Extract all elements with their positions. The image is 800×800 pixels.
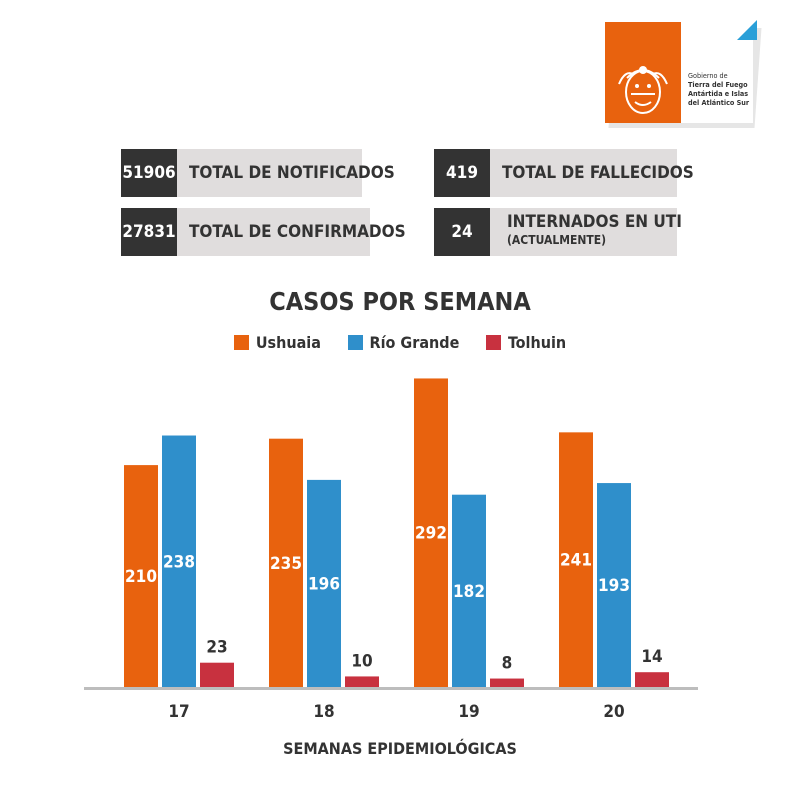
- stat-label: TOTAL DE NOTIFICADOS: [177, 149, 395, 197]
- bar-ushuaia-19: [414, 378, 448, 687]
- data-label-tolhuin-18: 10: [351, 651, 372, 671]
- data-label-ushuaia-19: 292: [415, 524, 447, 544]
- bar-tolhuin-17: [200, 662, 234, 687]
- logo-line-3: Antártida e Islas: [688, 89, 749, 98]
- x-tick-label-17: 17: [168, 702, 189, 722]
- legend-item-ushuaia: Ushuaia: [233, 333, 321, 352]
- stat-label: INTERNADOS EN UTI (ACTUALMENTE): [490, 208, 682, 256]
- stat-label: TOTAL DE CONFIRMADOS: [177, 208, 406, 256]
- data-label-ushuaia-18: 235: [270, 554, 302, 574]
- logo-line-1: Gobierno de: [688, 71, 728, 80]
- data-label-tolhuin-20: 14: [641, 647, 662, 667]
- logo-line-2: Tierra del Fuego: [688, 80, 748, 89]
- bar-ushuaia-18: [269, 438, 303, 687]
- stat-label-main: INTERNADOS EN UTI: [507, 212, 682, 232]
- data-label-ushuaia-20: 241: [560, 551, 592, 571]
- x-tick-label-20: 20: [603, 702, 624, 722]
- x-tick-label-19: 19: [458, 702, 479, 722]
- government-logo: Gobierno de Tierra del Fuego Antártida e…: [605, 22, 753, 123]
- bar-rio-grande-18: [307, 479, 341, 687]
- legend-swatch: [485, 335, 501, 350]
- data-label-rio-grande-19: 182: [453, 582, 485, 602]
- bar-rio-grande-19: [452, 494, 486, 687]
- data-label-rio-grande-18: 196: [308, 574, 340, 594]
- legend-swatch: [347, 335, 363, 350]
- logo-text: Gobierno de Tierra del Fuego Antártida e…: [688, 71, 754, 107]
- stat-value: 419: [434, 149, 499, 197]
- logo-line-4: del Atlántico Sur: [688, 98, 750, 107]
- data-label-rio-grande-17: 238: [163, 552, 195, 572]
- bar-rio-grande-17: [162, 435, 196, 687]
- legend-item-rio-grande: Río Grande: [347, 333, 460, 352]
- legend-swatch: [233, 335, 249, 350]
- chart-legend: Ushuaia Río Grande Tolhuin: [0, 333, 800, 352]
- data-label-rio-grande-20: 193: [598, 576, 630, 596]
- corner-triangle-icon: [737, 20, 757, 40]
- stat-value: 27831: [121, 208, 186, 256]
- bar-ushuaia-20: [559, 432, 593, 687]
- x-tick-label-18: 18: [313, 702, 334, 722]
- bar-tolhuin-19: [490, 678, 524, 687]
- legend-item-tolhuin: Tolhuin: [485, 333, 567, 352]
- logo-emblem-panel: [605, 22, 681, 123]
- legend-label: Río Grande: [369, 333, 460, 352]
- data-label-ushuaia-17: 210: [125, 567, 157, 587]
- bar-tolhuin-18: [345, 676, 379, 687]
- stat-value: 24: [434, 208, 499, 256]
- stat-label-sub: (ACTUALMENTE): [507, 233, 607, 247]
- stat-value: 51906: [121, 149, 186, 197]
- legend-label: Ushuaia: [255, 333, 321, 352]
- legend-label: Tolhuin: [507, 333, 567, 352]
- bar-rio-grande-20: [597, 483, 631, 687]
- bar-ushuaia-17: [124, 465, 158, 687]
- bar-tolhuin-20: [635, 672, 669, 687]
- coat-of-arms-icon: [618, 66, 668, 114]
- data-label-tolhuin-17: 23: [206, 638, 227, 658]
- chart-title: CASOS POR SEMANA: [269, 287, 531, 316]
- bar-chart: 210 238 23 17 235 196 10 18 292 182 8 19 241 193 14 20: [84, 378, 698, 722]
- stat-label: TOTAL DE FALLECIDOS: [490, 149, 694, 197]
- x-axis-label: SEMANAS EPIDEMIOLÓGICAS: [283, 739, 517, 758]
- x-axis-baseline: [84, 687, 698, 690]
- data-label-tolhuin-19: 8: [502, 654, 513, 674]
